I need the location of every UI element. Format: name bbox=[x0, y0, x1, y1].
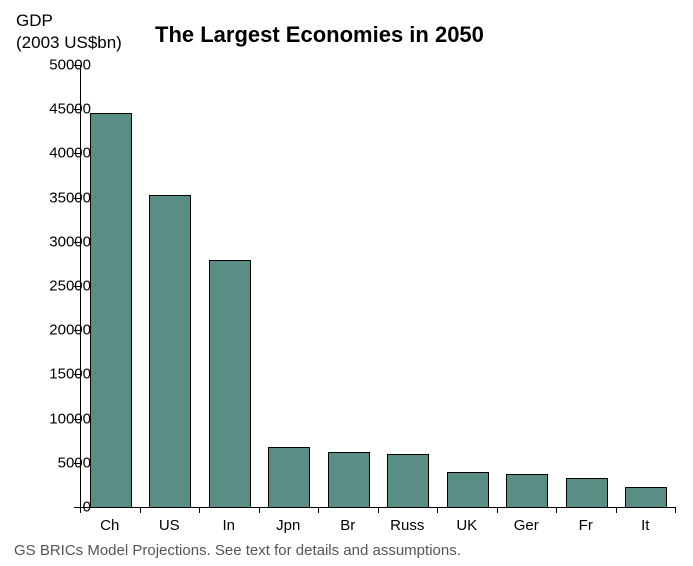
x-tick-label: In bbox=[222, 517, 235, 534]
x-tick bbox=[497, 507, 498, 513]
y-tick-label: 40000 bbox=[21, 145, 91, 162]
y-tick-label: 20000 bbox=[21, 322, 91, 339]
y-tick-label: 45000 bbox=[21, 101, 91, 118]
chart-title: The Largest Economies in 2050 bbox=[155, 22, 484, 48]
y-tick-label: 15000 bbox=[21, 366, 91, 383]
y-tick-label: 35000 bbox=[21, 189, 91, 206]
y-axis-title: GDP (2003 US$bn) bbox=[16, 10, 122, 54]
x-tick bbox=[437, 507, 438, 513]
y-tick-label: 0 bbox=[21, 499, 91, 516]
bar bbox=[566, 478, 608, 507]
x-tick bbox=[675, 507, 676, 513]
x-tick-label: US bbox=[159, 517, 180, 534]
bar bbox=[625, 487, 667, 507]
bar bbox=[268, 447, 310, 507]
footnote-text: GS BRICs Model Projections. See text for… bbox=[14, 542, 461, 559]
bar bbox=[209, 260, 251, 507]
x-tick-label: Fr bbox=[579, 517, 593, 534]
y-tick-label: 50000 bbox=[21, 57, 91, 74]
bar bbox=[149, 195, 191, 507]
x-tick-label: Ger bbox=[514, 517, 539, 534]
x-tick bbox=[556, 507, 557, 513]
x-tick-label: Br bbox=[340, 517, 355, 534]
bar bbox=[328, 452, 370, 507]
bar bbox=[90, 113, 132, 507]
x-tick-label: Jpn bbox=[276, 517, 300, 534]
x-tick bbox=[199, 507, 200, 513]
x-tick bbox=[140, 507, 141, 513]
x-tick bbox=[616, 507, 617, 513]
x-tick-label: Russ bbox=[390, 517, 424, 534]
y-tick-label: 10000 bbox=[21, 410, 91, 427]
y-axis-title-line2: (2003 US$bn) bbox=[16, 32, 122, 54]
x-tick bbox=[259, 507, 260, 513]
x-tick-label: It bbox=[641, 517, 649, 534]
bar bbox=[447, 472, 489, 507]
chart-container: GDP (2003 US$bn) The Largest Economies i… bbox=[0, 0, 693, 566]
x-tick bbox=[318, 507, 319, 513]
bar bbox=[506, 474, 548, 507]
x-tick-label: UK bbox=[456, 517, 477, 534]
y-tick-label: 30000 bbox=[21, 233, 91, 250]
y-tick-label: 5000 bbox=[21, 454, 91, 471]
y-axis-title-line1: GDP bbox=[16, 10, 122, 32]
plot-area: ChUSInJpnBrRussUKGerFrIt bbox=[80, 65, 675, 507]
x-tick-label: Ch bbox=[100, 517, 119, 534]
bar bbox=[387, 454, 429, 507]
x-tick bbox=[378, 507, 379, 513]
y-tick-label: 25000 bbox=[21, 278, 91, 295]
